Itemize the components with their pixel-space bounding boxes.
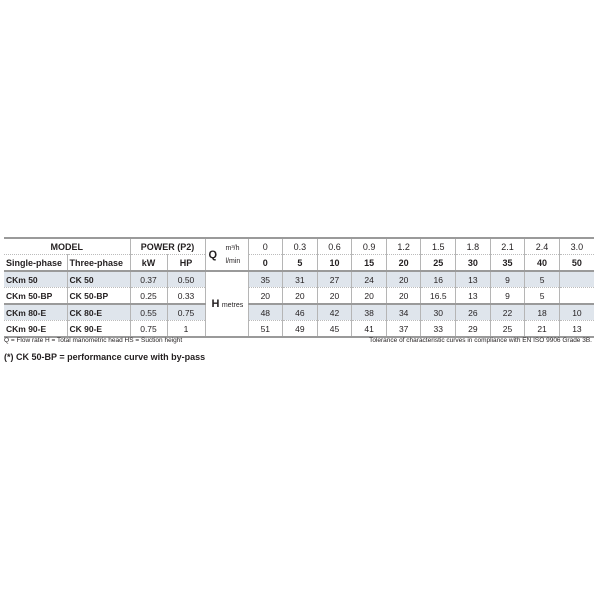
head-value: 27	[316, 270, 352, 288]
head-value	[558, 287, 594, 304]
three-phase-model: CK 80-E	[66, 303, 130, 321]
head-value: 25	[489, 320, 525, 337]
q-unit-m3h: m³/h	[225, 244, 240, 252]
head-value: 13	[558, 320, 594, 337]
head-value: 37	[385, 320, 421, 337]
kw-header: kW	[129, 254, 167, 271]
single-phase-model: CKm 80-E	[4, 303, 67, 321]
q-label: Q	[208, 249, 218, 261]
power-kw: 0.37	[129, 270, 167, 288]
flow-m3h: 2.1	[489, 238, 525, 255]
h-label: H	[211, 298, 220, 310]
head-value: 16	[420, 270, 456, 288]
head-value: 20	[351, 287, 387, 304]
tolerance-note: Tolerance of characteristic curves in co…	[369, 337, 592, 344]
single-phase-model: CKm 90-E	[4, 320, 67, 337]
head-value: 48	[247, 303, 283, 321]
hp-header: HP	[166, 254, 206, 271]
head-value: 33	[420, 320, 456, 337]
power-kw: 0.75	[129, 320, 167, 337]
head-value: 42	[316, 303, 352, 321]
head-value: 9	[489, 270, 525, 288]
power-kw: 0.55	[129, 303, 167, 321]
model-header: MODEL	[50, 241, 84, 252]
head-value: 26	[455, 303, 491, 321]
bypass-note: (*) CK 50-BP = performance curve with by…	[4, 352, 206, 362]
single-phase-model: CKm 50	[4, 270, 67, 288]
flow-lmin: 20	[385, 254, 421, 271]
head-value: 31	[282, 270, 318, 288]
three-phase-model: CK 50	[66, 270, 130, 288]
head-value: 34	[385, 303, 421, 321]
flow-lmin: 0	[247, 254, 283, 271]
power-kw: 0.25	[129, 287, 167, 304]
power-header: POWER (P2)	[129, 238, 206, 255]
head-value: 49	[282, 320, 318, 337]
flow-lmin: 35	[489, 254, 525, 271]
table-row: CKm 80-E CK 80-E 0.55 0.75 48 46 42 38 34 30 26 22 1…	[4, 303, 594, 321]
head-value: 35	[247, 270, 283, 288]
power-hp: 1	[166, 320, 206, 337]
head-value: 9	[489, 287, 525, 304]
head-value: 51	[247, 320, 283, 337]
head-value: 20	[316, 287, 352, 304]
h-label-cell: H metres	[204, 270, 249, 337]
performance-table: MODEL POWER (P2) Q m³/h l/min 0 0.3 0.6 …	[4, 237, 594, 338]
flow-m3h: 0.6	[316, 238, 352, 255]
head-value: 16.5	[420, 287, 456, 304]
h-unit: metres	[221, 302, 244, 309]
flow-lmin: 25	[420, 254, 456, 271]
head-value: 46	[282, 303, 318, 321]
head-value: 20	[282, 287, 318, 304]
flow-m3h: 1.2	[385, 238, 421, 255]
flow-m3h: 0.9	[351, 238, 387, 255]
legend-text: Q = Flow rate H = Total manometric head …	[4, 337, 183, 344]
single-phase-model: CKm 50-BP	[4, 287, 67, 304]
flow-m3h: 1.5	[420, 238, 456, 255]
head-value: 24	[351, 270, 387, 288]
flow-lmin: 15	[351, 254, 387, 271]
head-value: 18	[524, 303, 560, 321]
three-phase-model: CK 50-BP	[66, 287, 130, 304]
head-value	[558, 270, 594, 288]
head-value: 20	[385, 287, 421, 304]
head-value: 13	[455, 287, 491, 304]
flow-m3h: 1.8	[455, 238, 491, 255]
head-value: 5	[524, 270, 560, 288]
table-row: CKm 50-BP CK 50-BP 0.25 0.33 20 20 20 20 20 16.5 1…	[4, 287, 594, 304]
head-value: 30	[420, 303, 456, 321]
three-phase-header: Three-phase	[66, 254, 130, 271]
flow-lmin: 50	[558, 254, 594, 271]
head-value: 5	[524, 287, 560, 304]
head-value: 20	[385, 270, 421, 288]
three-phase-model: CK 90-E	[66, 320, 130, 337]
flow-m3h: 2.4	[524, 238, 560, 255]
head-value: 13	[455, 270, 491, 288]
flow-m3h: 3.0	[558, 238, 594, 255]
single-phase-header: Single-phase	[4, 254, 67, 271]
flow-m3h: 0.3	[282, 238, 318, 255]
q-header: Q m³/h l/min	[204, 238, 249, 271]
power-hp: 0.33	[166, 287, 206, 304]
head-value: 29	[455, 320, 491, 337]
flow-lmin: 5	[282, 254, 318, 271]
flow-m3h: 0	[247, 238, 283, 255]
head-value: 22	[489, 303, 525, 321]
flow-lmin: 10	[316, 254, 352, 271]
table-row: CKm 50 CK 50 0.37 0.50 H metres 35 31 27 24 20 16 1…	[4, 270, 594, 337]
head-value: 20	[247, 287, 283, 304]
head-value: 38	[351, 303, 387, 321]
head-value: 45	[316, 320, 352, 337]
flow-lmin: 40	[524, 254, 560, 271]
flow-lmin: 30	[455, 254, 491, 271]
power-hp: 0.75	[166, 303, 206, 321]
head-value: 21	[524, 320, 560, 337]
q-unit-lmin: l/min	[225, 257, 241, 265]
head-value: 10	[558, 303, 594, 321]
table-row: CKm 90-E CK 90-E 0.75 1 51 49 45 41 37 33 29 25 21 13	[4, 320, 594, 337]
head-value: 41	[351, 320, 387, 337]
power-hp: 0.50	[166, 270, 206, 288]
